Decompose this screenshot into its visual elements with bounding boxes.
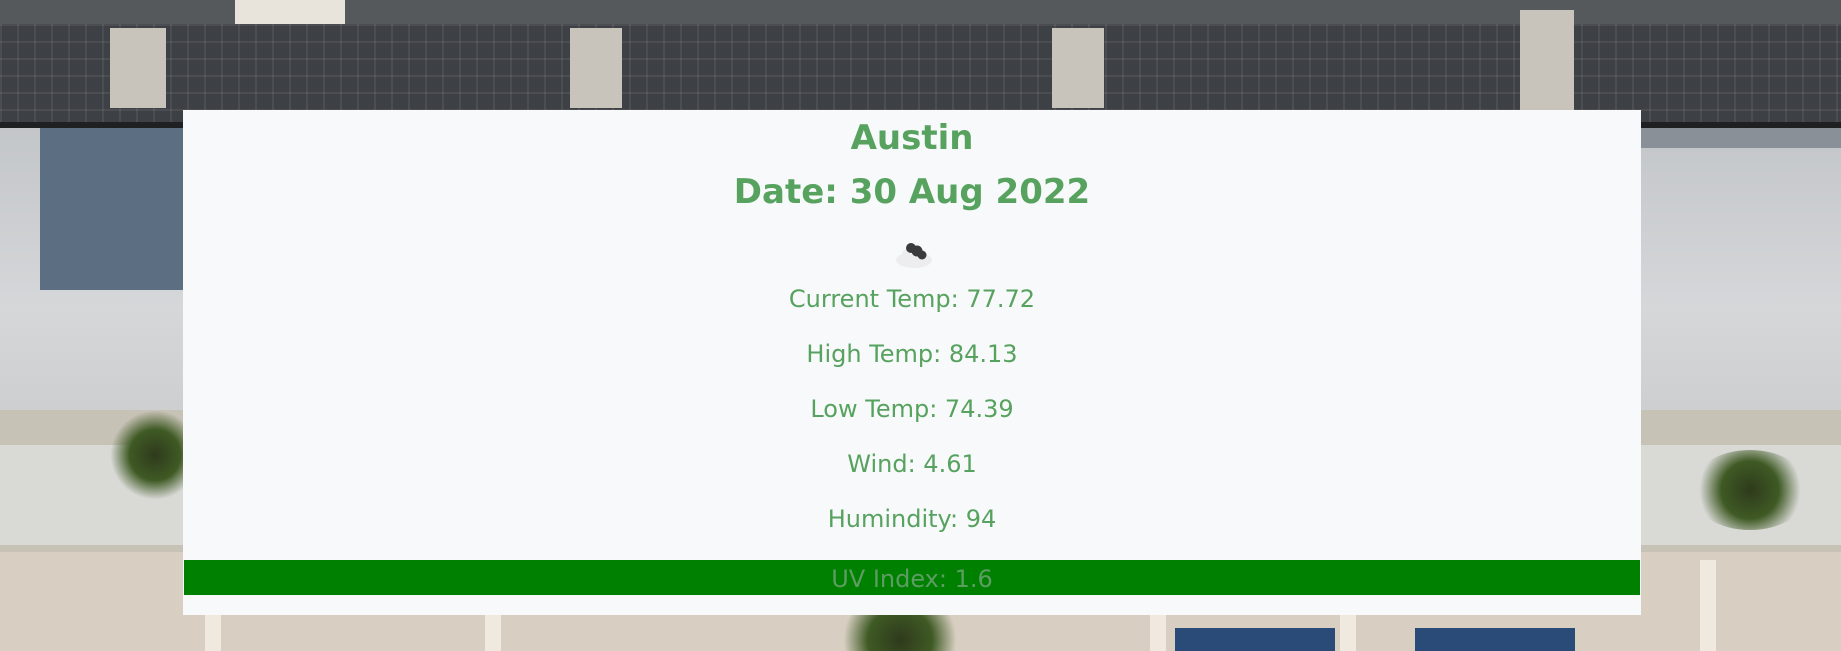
low-temp: Low Temp: 74.39 [810, 395, 1014, 423]
background-pad [235, 0, 345, 24]
palm-tree [1690, 450, 1810, 530]
scattered-clouds-icon [896, 243, 932, 268]
background-pad [1520, 10, 1574, 110]
background-shadow [40, 128, 183, 290]
background-shadow [1641, 128, 1841, 148]
weather-date: Date: 30 Aug 2022 [733, 172, 1091, 212]
uv-index-bar: UV Index: 1.6 [184, 560, 1640, 595]
background-window [1415, 628, 1575, 651]
high-temp: High Temp: 84.13 [806, 340, 1018, 368]
current-temp: Current Temp: 77.72 [788, 285, 1036, 313]
humidity: Humindity: 94 [827, 505, 997, 533]
background-beam [1700, 560, 1716, 651]
wind-speed: Wind: 4.61 [847, 450, 977, 478]
background-pad [570, 28, 622, 108]
background-window [1175, 628, 1335, 651]
uv-index: UV Index: 1.6 [831, 565, 993, 593]
weather-card: Austin Date: 30 Aug 2022 Current Temp: 7… [183, 110, 1641, 615]
background-pad [110, 28, 166, 108]
city-name: Austin [850, 118, 974, 158]
background-pad [1052, 28, 1104, 108]
